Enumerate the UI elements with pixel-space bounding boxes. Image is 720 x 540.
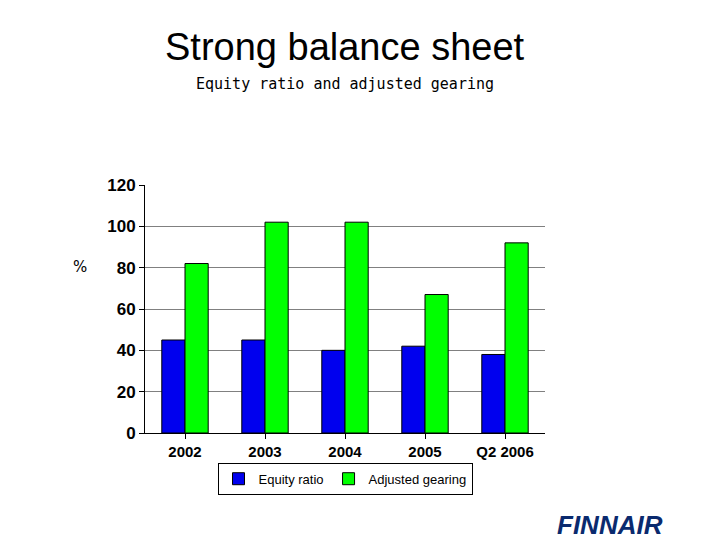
svg-text:0: 0	[126, 424, 135, 443]
svg-text:80: 80	[117, 259, 136, 278]
svg-text:Adjusted gearing: Adjusted gearing	[369, 472, 467, 487]
svg-text:FINNAIR: FINNAIR	[557, 510, 663, 540]
svg-text:100: 100	[107, 217, 135, 236]
svg-text:Equity ratio: Equity ratio	[259, 472, 324, 487]
svg-text:2003: 2003	[248, 443, 281, 460]
svg-text:40: 40	[117, 341, 136, 360]
svg-text:Equity ratio and adjusted gear: Equity ratio and adjusted gearing	[196, 75, 494, 93]
svg-text:2002: 2002	[168, 443, 201, 460]
svg-text:60: 60	[117, 300, 136, 319]
svg-text:2004: 2004	[328, 443, 362, 460]
svg-text:20: 20	[117, 383, 136, 402]
svg-text:2005: 2005	[408, 443, 441, 460]
svg-text:%: %	[73, 258, 87, 276]
svg-text:Q2 2006: Q2 2006	[476, 443, 534, 460]
svg-text:120: 120	[107, 176, 135, 195]
svg-text:Strong balance sheet: Strong balance sheet	[165, 26, 525, 68]
